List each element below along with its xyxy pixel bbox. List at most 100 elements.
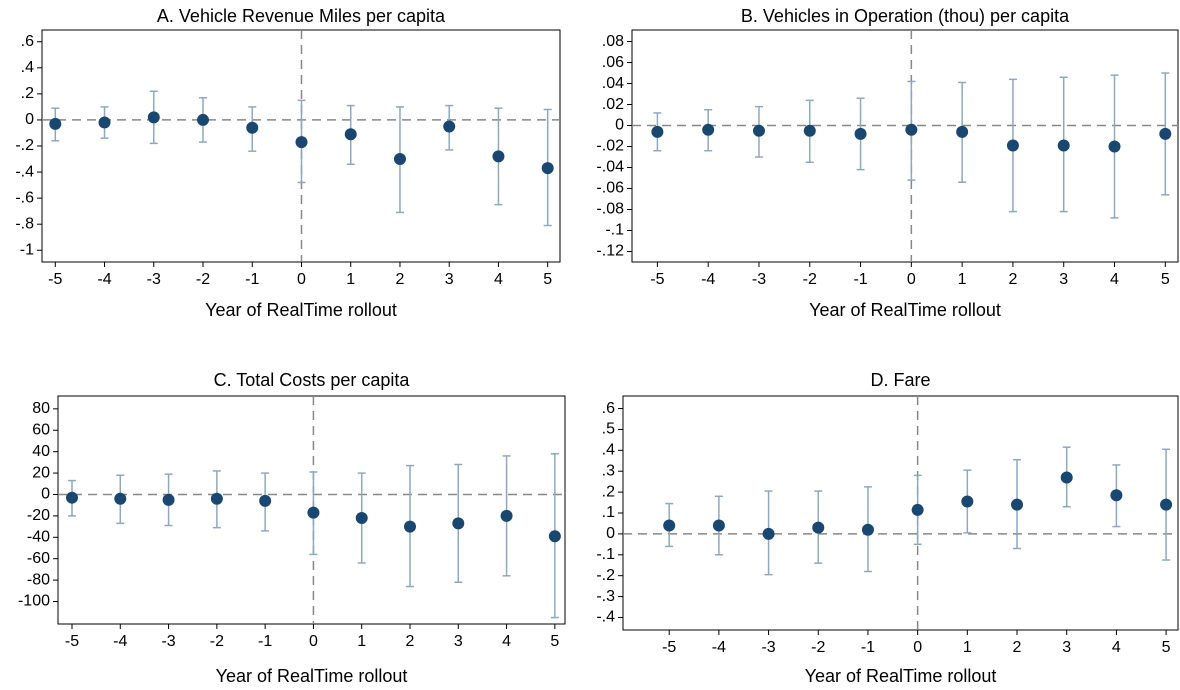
- y-tick-label: -.2: [596, 567, 615, 584]
- point: [1108, 140, 1121, 153]
- point: [854, 127, 867, 140]
- y-tick-label: -.12: [596, 243, 624, 260]
- point: [259, 494, 272, 507]
- point: [355, 512, 368, 525]
- x-tick-label: -3: [147, 271, 161, 288]
- x-tick-label: 1: [357, 633, 366, 650]
- point: [803, 124, 816, 137]
- x-tick-label: -1: [245, 271, 259, 288]
- x-tick-label: -5: [662, 639, 676, 656]
- point: [500, 509, 513, 522]
- y-tick-label: 20: [32, 464, 50, 481]
- x-tick-label: -2: [210, 633, 224, 650]
- y-tick-label: -20: [27, 507, 50, 524]
- x-tick-label: 2: [406, 633, 415, 650]
- y-tick-label: -.2: [15, 137, 34, 154]
- point: [307, 506, 320, 519]
- x-tick-label: -4: [113, 633, 127, 650]
- y-tick-label: 0: [615, 117, 624, 134]
- y-tick-label: .08: [602, 33, 624, 50]
- point: [905, 123, 918, 136]
- point: [492, 150, 505, 163]
- x-tick-label: 1: [346, 271, 355, 288]
- point: [295, 136, 308, 149]
- x-tick-label: 2: [1013, 639, 1022, 656]
- y-tick-label: 60: [32, 421, 50, 438]
- y-tick-label: -40: [27, 529, 50, 546]
- x-tick-label: 3: [445, 271, 454, 288]
- y-tick-label: .06: [602, 54, 624, 71]
- point: [1159, 127, 1172, 140]
- x-tick-label: 3: [454, 633, 463, 650]
- x-tick-label: 5: [1162, 639, 1171, 656]
- point: [1011, 498, 1024, 511]
- plot-frame: [622, 395, 1179, 631]
- x-tick-label: -5: [65, 633, 79, 650]
- x-tick-label: -1: [861, 639, 875, 656]
- y-tick-label: 40: [32, 443, 50, 460]
- y-tick-label: .5: [602, 421, 615, 438]
- x-tick-label: -4: [712, 639, 726, 656]
- point: [651, 125, 664, 138]
- x-tick-label: 2: [396, 271, 405, 288]
- x-tick-label: 3: [1062, 639, 1071, 656]
- y-tick-label: .4: [602, 442, 615, 459]
- x-axis-label: Year of RealTime rollout: [216, 666, 408, 686]
- x-tick-label: -3: [161, 633, 175, 650]
- x-tick-label: 0: [907, 271, 916, 288]
- x-tick-label: -1: [853, 271, 867, 288]
- point: [344, 128, 357, 141]
- point: [1160, 498, 1173, 511]
- x-tick-label: 4: [502, 633, 511, 650]
- y-tick-label: .6: [21, 33, 34, 50]
- point: [66, 491, 79, 504]
- y-tick-label: .04: [602, 75, 624, 92]
- x-tick-label: 4: [1112, 639, 1121, 656]
- x-tick-label: -2: [196, 271, 210, 288]
- point: [114, 492, 127, 505]
- point: [911, 503, 924, 516]
- y-tick-label: -60: [27, 550, 50, 567]
- x-tick-label: -2: [803, 271, 817, 288]
- x-tick-label: 2: [1008, 271, 1017, 288]
- x-tick-label: 0: [297, 271, 306, 288]
- x-axis-label: Year of RealTime rollout: [205, 300, 397, 320]
- y-tick-label: -100: [18, 593, 50, 610]
- point: [752, 124, 765, 137]
- x-tick-label: 1: [963, 639, 972, 656]
- point: [98, 116, 111, 129]
- point: [548, 530, 561, 543]
- point: [49, 117, 62, 130]
- x-tick-label: 5: [543, 271, 552, 288]
- point: [404, 520, 417, 533]
- y-tick-label: .3: [602, 462, 615, 479]
- x-tick-label: 5: [550, 633, 559, 650]
- point: [541, 162, 554, 175]
- y-tick-label: -.04: [596, 159, 624, 176]
- y-tick-label: .1: [602, 504, 615, 521]
- point: [961, 495, 974, 508]
- x-tick-label: -3: [752, 271, 766, 288]
- x-tick-label: 4: [1110, 271, 1119, 288]
- point: [210, 492, 223, 505]
- y-tick-label: -.1: [596, 546, 615, 563]
- x-tick-label: -4: [701, 271, 715, 288]
- x-tick-label: 3: [1059, 271, 1068, 288]
- x-tick-label: 5: [1161, 271, 1170, 288]
- point: [1110, 489, 1123, 502]
- y-tick-label: -.6: [15, 189, 34, 206]
- point: [452, 517, 465, 530]
- x-tick-label: -2: [811, 639, 825, 656]
- x-axis-label: Year of RealTime rollout: [805, 666, 997, 686]
- point: [712, 519, 725, 532]
- y-tick-label: -.4: [596, 609, 615, 626]
- y-tick-label: -1: [20, 241, 34, 258]
- x-tick-label: -5: [48, 271, 62, 288]
- point: [162, 493, 175, 506]
- x-tick-label: -3: [761, 639, 775, 656]
- x-axis-label: Year of RealTime rollout: [809, 300, 1001, 320]
- y-tick-label: 0: [41, 486, 50, 503]
- point: [443, 120, 456, 133]
- chart-title: B. Vehicles in Operation (thou) per capi…: [741, 6, 1070, 26]
